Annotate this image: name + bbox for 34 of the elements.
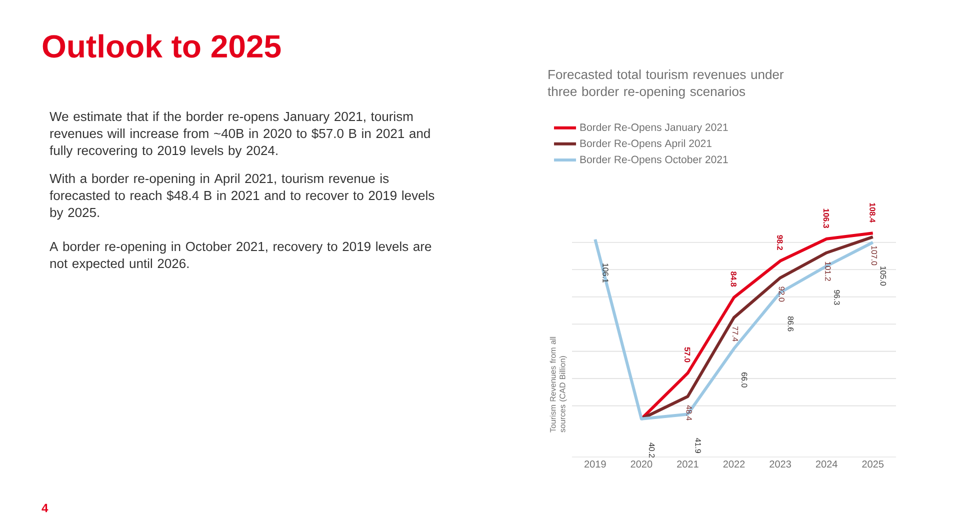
data-label: 105.0 (880, 266, 886, 286)
data-label: 40.2 (648, 442, 655, 458)
data-label: 57.0 (684, 347, 690, 362)
data-label: 98.2 (777, 235, 783, 250)
data-label: 92.0 (778, 286, 784, 302)
data-label: 106.3 (823, 208, 830, 228)
data-label: 48.4 (686, 405, 692, 420)
y-axis-title: Tourism Revenues from all sources (CAD Billion) (550, 337, 567, 432)
x-tick-label: 2021 (677, 460, 698, 468)
data-label: 77.4 (732, 326, 738, 342)
text: A border re-opening in October 2021, recovery to 2019 levels are not expected until 2026. (50, 242, 432, 271)
data-label: 107.0 (871, 246, 878, 266)
text: Outlook to 2025 (42, 34, 281, 58)
legend-label: Border Re-Opens October 2021 (580, 155, 728, 166)
legend-label: Border Re-Opens April 2021 (580, 139, 712, 150)
x-tick-label: 2024 (816, 460, 838, 468)
x-tick-label: 2020 (630, 460, 652, 468)
x-tick-label: 2022 (723, 460, 745, 468)
data-label: 101.2 (825, 262, 831, 281)
x-tick-label: 2019 (584, 460, 606, 468)
data-label: 96.3 (834, 290, 840, 305)
text: With a border re-opening in April 2021, tourism revenue is forecasted to reach $48.4 B in 2021 and to recover to 2019 levels by 2025. (50, 174, 434, 220)
x-tick-label: 2023 (770, 460, 791, 468)
legend-label: Border Re-Opens January 2021 (580, 123, 728, 134)
data-label: 84.8 (730, 272, 736, 287)
text: 4 (42, 504, 48, 512)
text: We estimate that if the border re-opens January 2021, tourism revenues will increase from ~40B in 2020 to $57.0 B in 2021 and fully recovering to 2019 levels by 2024. (50, 112, 430, 158)
chart-subtitle: Forecasted total tourism revenues under three border re-opening scenarios (548, 70, 784, 99)
data-label: 41.9 (695, 438, 701, 453)
data-label: 66.0 (742, 372, 748, 388)
data-label: 108.4 (870, 203, 876, 223)
data-label: 106.1 (602, 264, 608, 283)
data-label: 86.6 (788, 316, 794, 332)
x-tick-label: 2025 (862, 460, 884, 468)
